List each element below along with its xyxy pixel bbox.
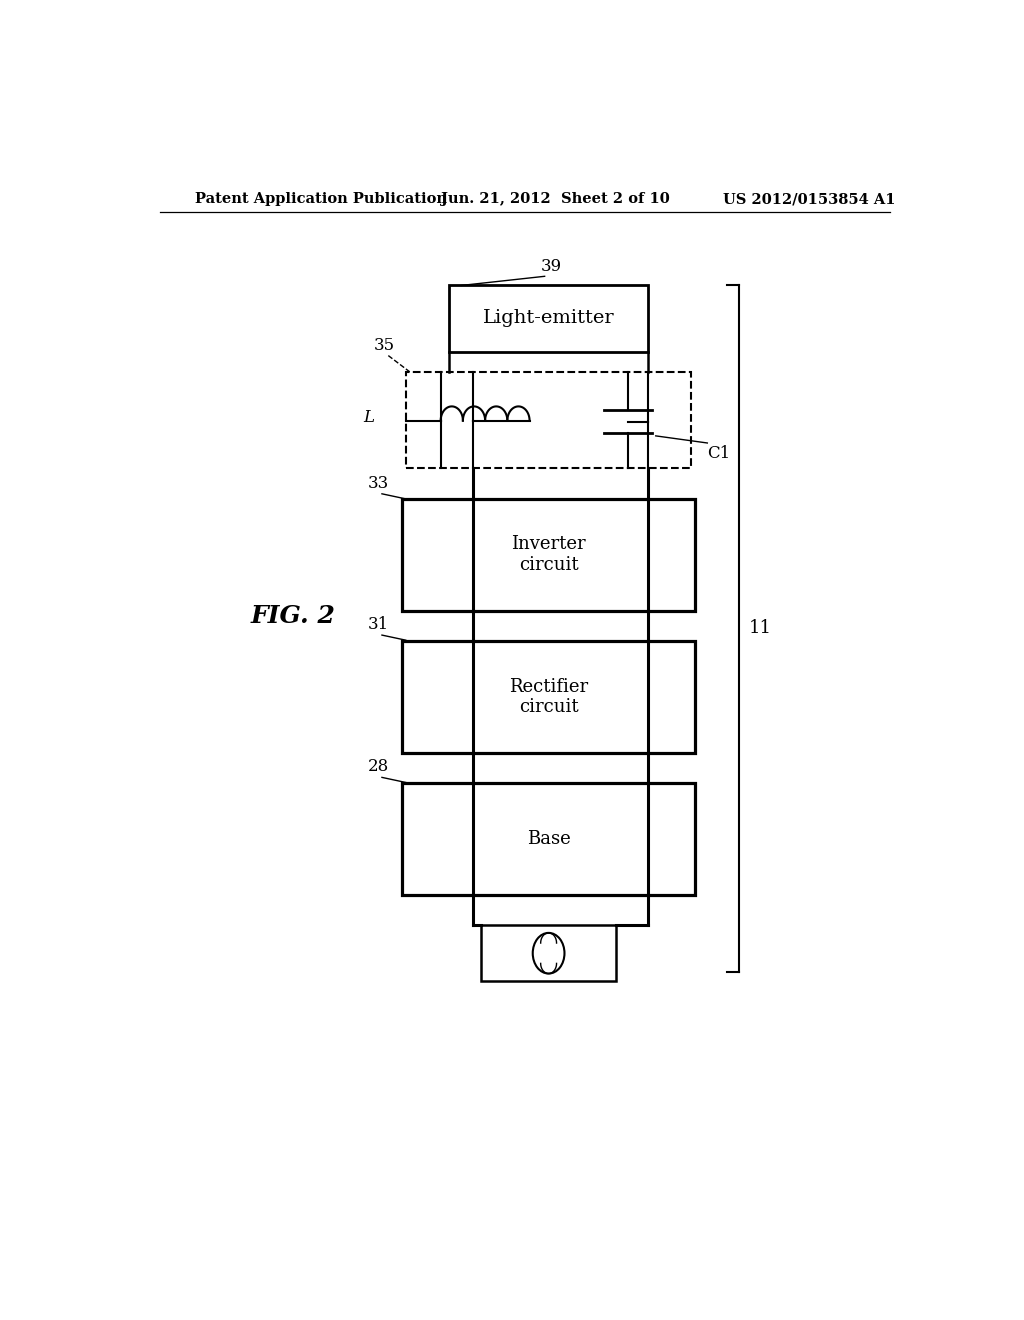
Text: 39: 39 [541,259,562,276]
Circle shape [532,933,564,974]
Text: 31: 31 [368,616,389,634]
Text: Jun. 21, 2012  Sheet 2 of 10: Jun. 21, 2012 Sheet 2 of 10 [441,191,671,206]
Text: L: L [364,409,374,426]
Text: 35: 35 [374,337,395,354]
Bar [401,642,695,752]
Text: FIG. 2: FIG. 2 [251,603,336,628]
Bar [401,499,695,611]
Text: US 2012/0153854 A1: US 2012/0153854 A1 [723,191,896,206]
Text: Base: Base [526,830,570,849]
Bar [450,285,648,351]
Text: Inverter
circuit: Inverter circuit [511,536,586,574]
Text: C1: C1 [708,445,730,462]
Text: 11: 11 [749,619,772,638]
Bar [406,372,691,469]
Text: 33: 33 [368,475,389,492]
Text: Patent Application Publication: Patent Application Publication [196,191,447,206]
Text: 28: 28 [368,759,389,775]
Bar [401,784,695,895]
Text: Light-emitter: Light-emitter [482,309,614,327]
Text: Rectifier
circuit: Rectifier circuit [509,677,588,717]
Bar [481,925,616,981]
